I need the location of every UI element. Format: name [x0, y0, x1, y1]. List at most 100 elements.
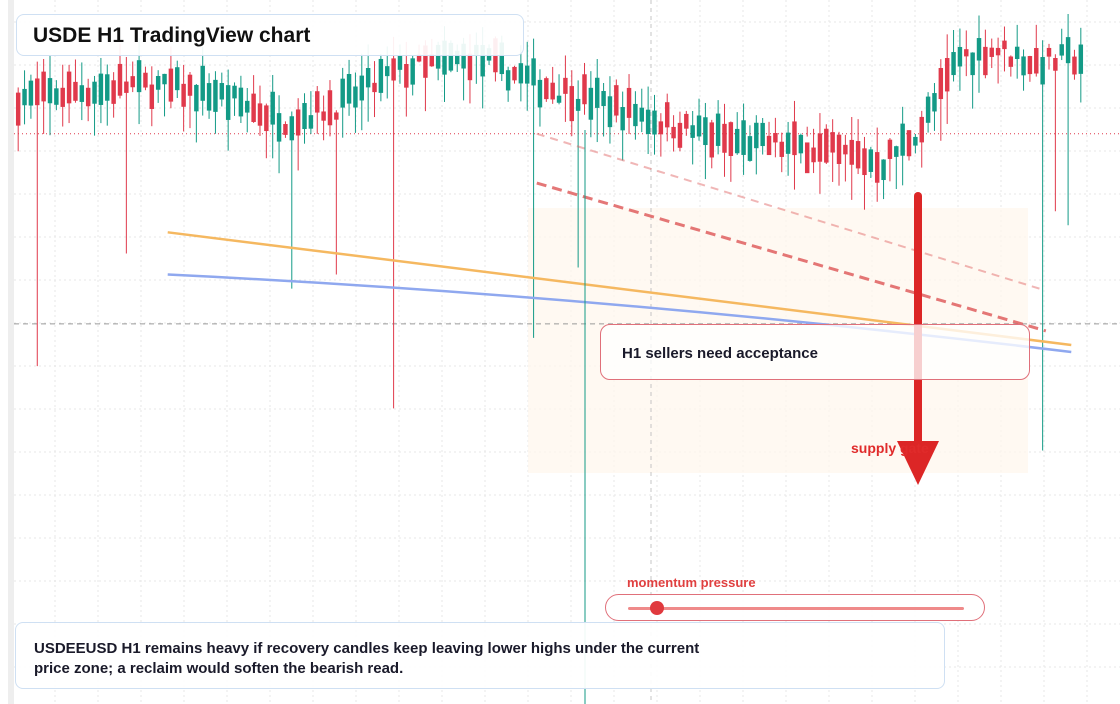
candle-body	[970, 52, 975, 76]
candle-body	[225, 85, 231, 120]
candle-body	[295, 109, 301, 136]
candle-body	[41, 71, 46, 102]
candle-body	[1040, 57, 1045, 85]
candle-body	[932, 93, 937, 112]
candle-body	[455, 50, 460, 65]
candle-body	[423, 45, 428, 78]
candle-body	[340, 78, 345, 108]
analysis-note: USDEEUSD H1 remains heavy if recovery ca…	[15, 622, 945, 689]
trend-line-upper	[536, 132, 1040, 290]
candle-body	[779, 141, 784, 157]
candle-body	[47, 78, 53, 104]
candle-body	[556, 95, 562, 103]
candle-body	[817, 133, 823, 162]
candle-body	[28, 80, 34, 106]
candle-body	[976, 38, 982, 61]
candle-body	[276, 113, 282, 142]
candle-body	[404, 64, 409, 88]
candle-body	[175, 67, 180, 91]
candle-body	[703, 117, 708, 146]
candle-body	[187, 74, 193, 96]
candle-body	[117, 63, 123, 96]
trend-line-main	[536, 181, 1047, 333]
candle-body	[245, 100, 250, 113]
momentum-knob[interactable]	[649, 601, 664, 615]
candle-body	[874, 152, 880, 183]
candle-body	[85, 87, 91, 107]
candle-body	[283, 124, 288, 135]
candle-body	[894, 146, 899, 157]
candle-body	[773, 132, 778, 143]
candle-body	[505, 70, 511, 91]
candle-body	[550, 82, 555, 100]
candle-body	[15, 92, 21, 126]
candle-body	[944, 58, 950, 92]
candle-body	[887, 139, 893, 159]
candle-body	[537, 79, 543, 108]
momentum-track-line	[628, 607, 964, 610]
candle-body	[162, 73, 167, 85]
candle-body	[385, 66, 390, 77]
candle-body	[862, 148, 867, 176]
candle-body	[327, 90, 333, 126]
candle-body	[155, 75, 161, 90]
candle-body	[1059, 44, 1064, 56]
candle-body	[544, 78, 549, 100]
sellers-callout: H1 sellers need acceptance	[600, 324, 1030, 380]
candle-body	[435, 44, 441, 69]
candle-body	[334, 112, 339, 120]
candle-body	[785, 132, 791, 154]
candle-body	[620, 107, 625, 131]
candle-body	[98, 73, 104, 105]
candle-body	[747, 136, 753, 161]
candle-body	[900, 123, 905, 156]
candle-body	[690, 125, 695, 138]
analysis-note-line-1: USDEEUSD H1 remains heavy if recovery ca…	[34, 640, 700, 657]
candle-body	[715, 113, 721, 146]
candle-body	[372, 82, 377, 93]
candle-body	[1034, 48, 1039, 74]
candle-body	[696, 115, 702, 137]
candle-body	[448, 42, 454, 71]
candle-body	[658, 121, 664, 135]
candle-body	[480, 45, 485, 77]
candle-body	[200, 65, 205, 101]
candle-body	[397, 55, 403, 70]
candle-body	[664, 102, 670, 128]
candle-body	[1053, 58, 1058, 71]
candle-body	[136, 60, 142, 93]
candle-body	[754, 122, 759, 149]
candle-body	[111, 80, 116, 104]
candle-body	[798, 134, 804, 154]
candle-body	[836, 134, 842, 164]
candle-body	[257, 103, 263, 126]
candle-body	[563, 77, 568, 94]
candle-body	[1021, 56, 1026, 76]
candle-body	[512, 66, 517, 81]
left-edge	[8, 0, 14, 704]
candle-body	[575, 98, 581, 111]
candle-body	[149, 84, 155, 109]
supply-gate-label: supply gate	[851, 440, 929, 456]
candle-body	[760, 122, 765, 147]
candle-body	[906, 130, 912, 157]
candle-body	[270, 91, 275, 125]
candle-body	[1072, 56, 1077, 75]
candle-body	[467, 53, 473, 81]
candle-body	[410, 58, 415, 85]
candle-body	[881, 159, 886, 181]
candle-body	[983, 46, 988, 76]
candle-body	[1027, 56, 1033, 75]
candle-body	[105, 74, 110, 101]
momentum-slider[interactable]	[605, 594, 985, 621]
candle-body	[951, 52, 956, 76]
candle-body	[302, 103, 307, 130]
candle-body	[525, 65, 530, 84]
candle-body	[766, 135, 772, 156]
candle-body	[429, 54, 435, 67]
candle-body	[925, 96, 931, 123]
candle-body	[251, 93, 256, 122]
candle-body	[206, 83, 212, 111]
candle-body	[913, 136, 918, 146]
candle-body	[677, 122, 683, 148]
